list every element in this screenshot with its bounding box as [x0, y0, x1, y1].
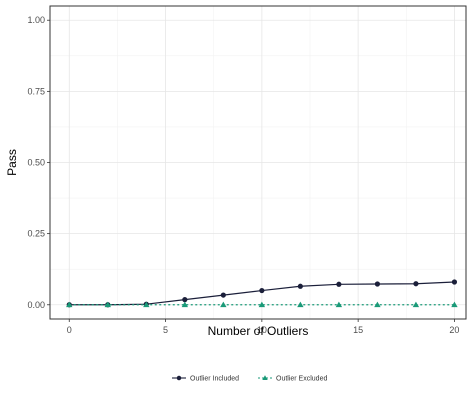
data-point: [176, 375, 182, 381]
data-point: [220, 292, 226, 298]
y-tick-label: 0.50: [27, 158, 45, 168]
legend-item-outlier-excluded: Outlier Excluded: [258, 375, 327, 383]
data-point: [297, 283, 303, 289]
data-point: [66, 301, 73, 308]
y-tick-label: 0.00: [27, 300, 45, 310]
data-point: [143, 301, 150, 308]
data-point: [374, 301, 381, 308]
data-point: [412, 301, 420, 308]
series-layer: [66, 279, 458, 308]
data-point: [451, 279, 458, 285]
axis-ticks: [47, 19, 455, 322]
data-point: [297, 301, 304, 308]
y-axis-title: Pass: [5, 149, 19, 176]
data-point: [104, 301, 111, 308]
legend-label: Outlier Included: [190, 376, 239, 383]
data-point: [336, 281, 342, 287]
x-tick-label: 0: [67, 325, 72, 335]
y-tick-label: 0.75: [27, 86, 45, 96]
legend-label: Outlier Excluded: [276, 376, 327, 383]
y-tick-label: 0.25: [27, 229, 45, 239]
series-outlier-excluded: [66, 301, 458, 308]
tick-labels: 0 5 10 15 20 0.00 0.25 0.50 0.75 1.00: [27, 15, 459, 335]
x-tick-label: 20: [449, 325, 459, 335]
x-tick-label: 5: [163, 325, 168, 335]
x-tick-label: 10: [257, 325, 267, 335]
data-point: [451, 301, 458, 308]
data-point: [413, 281, 419, 287]
grid: [50, 6, 466, 319]
legend-item-outlier-included: Outlier Included: [172, 376, 239, 383]
data-point: [259, 287, 265, 294]
x-tick-label: 15: [353, 325, 363, 335]
data-point: [258, 301, 266, 308]
data-point: [262, 375, 268, 381]
data-point: [182, 297, 188, 303]
x-axis-title: Number of Outliers: [208, 324, 309, 338]
data-point: [181, 301, 189, 308]
y-tick-label: 1.00: [27, 15, 45, 25]
legend: Outlier Included Outlier Excluded: [172, 375, 327, 383]
data-point: [374, 281, 381, 287]
data-point: [335, 301, 343, 308]
data-point: [220, 301, 227, 308]
